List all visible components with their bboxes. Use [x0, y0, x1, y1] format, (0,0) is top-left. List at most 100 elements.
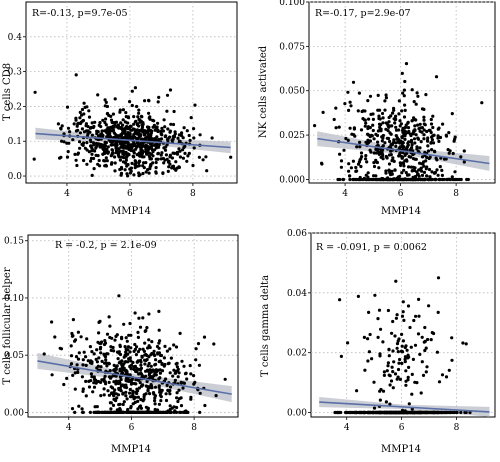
data-point [157, 137, 161, 141]
data-point [401, 91, 405, 95]
data-point [425, 365, 429, 369]
data-point [343, 102, 347, 106]
data-point [102, 393, 106, 397]
data-point [418, 410, 423, 415]
data-point [79, 335, 83, 339]
data-point [337, 125, 341, 129]
data-point [157, 328, 161, 332]
data-point [95, 405, 99, 409]
data-point [406, 120, 410, 124]
data-point [125, 410, 129, 414]
data-point [374, 174, 378, 178]
data-point [155, 126, 159, 130]
data-point [164, 145, 168, 149]
data-point [139, 133, 143, 137]
data-point [95, 360, 99, 364]
data-point [97, 356, 101, 360]
data-point [116, 408, 121, 412]
data-point [205, 169, 209, 173]
data-point [124, 111, 128, 115]
data-point [174, 168, 178, 172]
data-point [72, 122, 76, 126]
data-point [363, 368, 367, 372]
data-point [390, 331, 394, 335]
data-point [137, 129, 141, 133]
data-point [398, 357, 402, 362]
data-point [411, 357, 415, 361]
data-point [413, 175, 418, 180]
data-point [398, 119, 402, 123]
data-point [197, 155, 201, 159]
data-point [84, 363, 88, 367]
data-point [78, 110, 82, 114]
data-point [366, 171, 370, 175]
data-point [459, 410, 463, 415]
data-point [320, 162, 324, 166]
data-point [121, 108, 125, 112]
data-point [171, 135, 175, 139]
data-point [391, 319, 395, 324]
data-point [452, 410, 456, 415]
data-point [124, 372, 128, 376]
data-point [159, 157, 163, 161]
data-point [366, 337, 370, 341]
data-point [177, 165, 181, 169]
data-point [162, 356, 166, 360]
data-point [133, 347, 137, 351]
data-point [426, 139, 430, 143]
data-point [131, 389, 135, 393]
data-point [114, 382, 118, 386]
data-point [182, 364, 186, 368]
data-point [157, 341, 161, 345]
data-point [198, 391, 202, 395]
data-point [392, 140, 396, 144]
y-axis-label: T cells follicular helper [2, 267, 13, 384]
data-point [134, 378, 138, 382]
data-point [420, 335, 424, 339]
data-point [131, 395, 135, 399]
data-point [170, 166, 174, 170]
data-point [145, 353, 149, 358]
data-point [122, 156, 126, 160]
data-point [423, 325, 427, 330]
data-point [71, 373, 75, 377]
data-point [168, 162, 172, 166]
data-point [100, 378, 104, 382]
correlation-stat: R = -0.091, p = 0.0062 [316, 242, 427, 253]
data-point [378, 108, 382, 112]
data-point [424, 370, 428, 374]
data-point [406, 375, 410, 379]
data-point [128, 387, 132, 392]
data-point [416, 136, 420, 140]
data-point [147, 373, 151, 377]
data-point [93, 378, 97, 382]
data-point [139, 371, 143, 375]
data-point [402, 88, 406, 92]
data-point [353, 134, 357, 138]
data-point [450, 336, 454, 340]
data-point [332, 117, 336, 122]
data-point [384, 154, 388, 159]
data-point [407, 402, 411, 406]
x-tick-label: 4 [66, 423, 72, 433]
data-point [113, 155, 117, 159]
data-point [107, 380, 111, 384]
data-point [111, 112, 115, 116]
data-point [409, 410, 413, 415]
data-point [153, 369, 157, 373]
data-point [106, 352, 110, 356]
data-point [42, 352, 46, 356]
data-point [127, 144, 131, 148]
x-axis-label: MMP14 [381, 444, 421, 455]
data-point [393, 177, 397, 181]
data-point [174, 410, 179, 414]
data-point [100, 129, 104, 133]
data-point [403, 132, 407, 136]
data-point [122, 322, 126, 326]
data-point [129, 395, 133, 399]
data-point [124, 158, 128, 162]
data-point [158, 390, 162, 394]
data-point [356, 109, 360, 113]
data-point [404, 62, 409, 66]
data-point [170, 156, 174, 160]
